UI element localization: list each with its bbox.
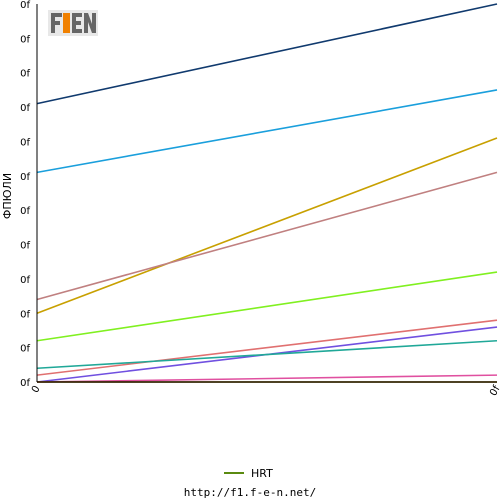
y-tick-label: 0f	[20, 275, 30, 286]
series-line-4	[36, 271, 498, 342]
y-tick-label: 0f	[20, 241, 30, 252]
series-line-8	[36, 374, 498, 383]
y-tick-label: 0f	[20, 206, 30, 217]
series-line-5	[36, 319, 498, 376]
series-line-1	[36, 89, 498, 174]
y-tick-label: 0f	[20, 309, 30, 320]
series-line-3	[36, 171, 498, 301]
x-tick-labels: 0 0f	[30, 384, 500, 398]
x-tick-label: 0	[30, 384, 43, 395]
y-tick-label: 0f	[20, 69, 30, 80]
y-tick-label: 0f	[20, 172, 30, 183]
y-tick-label: 0f	[20, 34, 30, 45]
legend: HRT	[224, 467, 273, 480]
logo	[48, 10, 98, 36]
y-tick-label: 0f	[20, 103, 30, 114]
x-tick-label: 0f	[488, 384, 500, 398]
series-line-0	[36, 3, 498, 105]
series-line-2	[36, 137, 498, 315]
y-tick-labels: 0f 0f 0f 0f 0f 0f 0f 0f 0f 0f 0f 0f	[20, 0, 30, 389]
y-tick-label: 0f	[20, 0, 30, 11]
series-line-7	[36, 339, 498, 370]
source-url[interactable]: http://f1.f-e-n.net/	[183, 486, 317, 499]
y-tick-label: 0f	[20, 137, 30, 148]
y-tick-label: 0f	[20, 378, 30, 389]
legend-label: HRT	[251, 467, 273, 480]
y-tick-label: 0f	[20, 344, 30, 355]
y-axis-label: ФПЮЛИ	[1, 173, 14, 219]
series-layer	[36, 3, 498, 383]
